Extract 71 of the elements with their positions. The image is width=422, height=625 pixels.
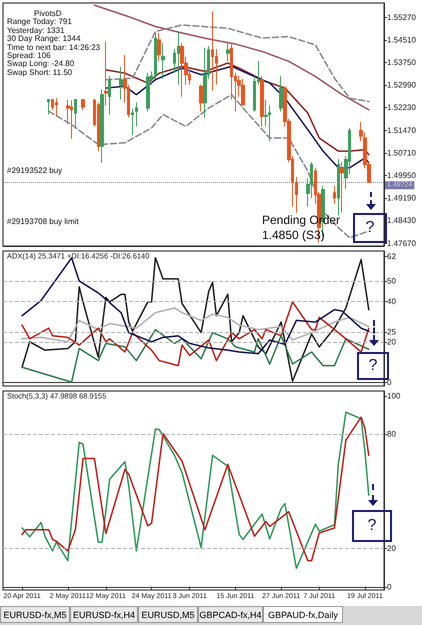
candlestick [108, 75, 111, 116]
candlestick [104, 41, 108, 106]
candlestick [260, 75, 264, 127]
y-tick-label: 1.47670 [387, 238, 416, 248]
candlestick [157, 32, 161, 62]
line-series [105, 66, 370, 169]
candlestick [340, 162, 344, 214]
annotation: Time to next bar: 14:26:23 [7, 42, 100, 52]
text: EURUSD-fx,M5 [0, 606, 70, 623]
candlestick [161, 42, 165, 80]
annotation: Range Today: 791 [7, 17, 72, 26]
text: GBPCAD-fx,H4 [198, 606, 263, 623]
candlestick [97, 102, 100, 152]
candlestick [241, 78, 245, 106]
y-tick-label: 1.48430 [387, 216, 416, 226]
annotation: 30 Day Range: 1344 [7, 34, 80, 44]
candlestick [81, 98, 85, 111]
candlestick [70, 100, 73, 140]
line-series [21, 301, 370, 366]
text: GBPAUD-fx,Daily [263, 606, 343, 623]
candlestick [279, 75, 283, 112]
y-tick-label: 62 [387, 252, 396, 261]
y-tick-label: 0 [387, 582, 392, 592]
y-tick-label: 1.54510 [387, 35, 416, 44]
annotation: PivotsD [34, 9, 62, 18]
candlestick [47, 98, 50, 116]
annotation: #29193522 buy [7, 166, 62, 175]
candlestick [211, 11, 214, 92]
candlestick [177, 30, 180, 86]
candlestick [74, 98, 77, 128]
annotation: Yesterday: 1331 [7, 26, 65, 35]
candlestick [199, 84, 203, 112]
candlestick [203, 47, 207, 118]
y-tick-label: 1.49190 [387, 194, 416, 203]
line-series [21, 328, 370, 383]
annotation: Spread: 106 [7, 51, 51, 60]
annotation: ? [352, 510, 392, 542]
y-tick-label: 1.50710 [387, 148, 416, 158]
y-tick-label: 50 [387, 276, 396, 286]
y-tick-label: 1.52990 [387, 80, 416, 90]
annotation: Swap Long: -24.80 [7, 59, 74, 68]
line-series [105, 62, 370, 156]
y-tick-label: 100 [387, 391, 401, 400]
text: EURUSD-fx,H4 [70, 606, 138, 623]
y-tick-label: 1.55270 [387, 12, 416, 22]
candlestick [100, 88, 104, 164]
annotation: #29193708 buy limit [7, 217, 79, 226]
y-tick-label: 20 [387, 338, 396, 347]
y-tick-label: 1.49950 [387, 171, 416, 180]
annotation: Swap Short: 11.50 [7, 68, 72, 77]
candlestick [119, 66, 123, 100]
candlestick [135, 102, 138, 127]
y-tick-label: 80 [387, 430, 396, 439]
candlestick [131, 108, 134, 136]
candlestick [146, 72, 150, 112]
annotation: ? [353, 213, 387, 243]
candlestick [180, 42, 184, 98]
y-tick-label: 40 [387, 296, 396, 306]
y-tick-label: 1.51470 [387, 126, 416, 135]
text: EURUSD,M5 [138, 606, 198, 623]
y-tick-label: 1.52230 [387, 103, 416, 112]
candlestick [333, 185, 336, 204]
candlestick [295, 176, 298, 214]
line-series [105, 24, 370, 102]
candlestick [55, 98, 58, 117]
y-tick-label: 25 [387, 327, 396, 336]
y-tick-label: 20 [387, 544, 396, 554]
candlestick [337, 158, 340, 216]
annotation: ? [357, 352, 389, 380]
candlestick [226, 42, 230, 62]
y-tick-label: 1.53750 [387, 58, 416, 67]
